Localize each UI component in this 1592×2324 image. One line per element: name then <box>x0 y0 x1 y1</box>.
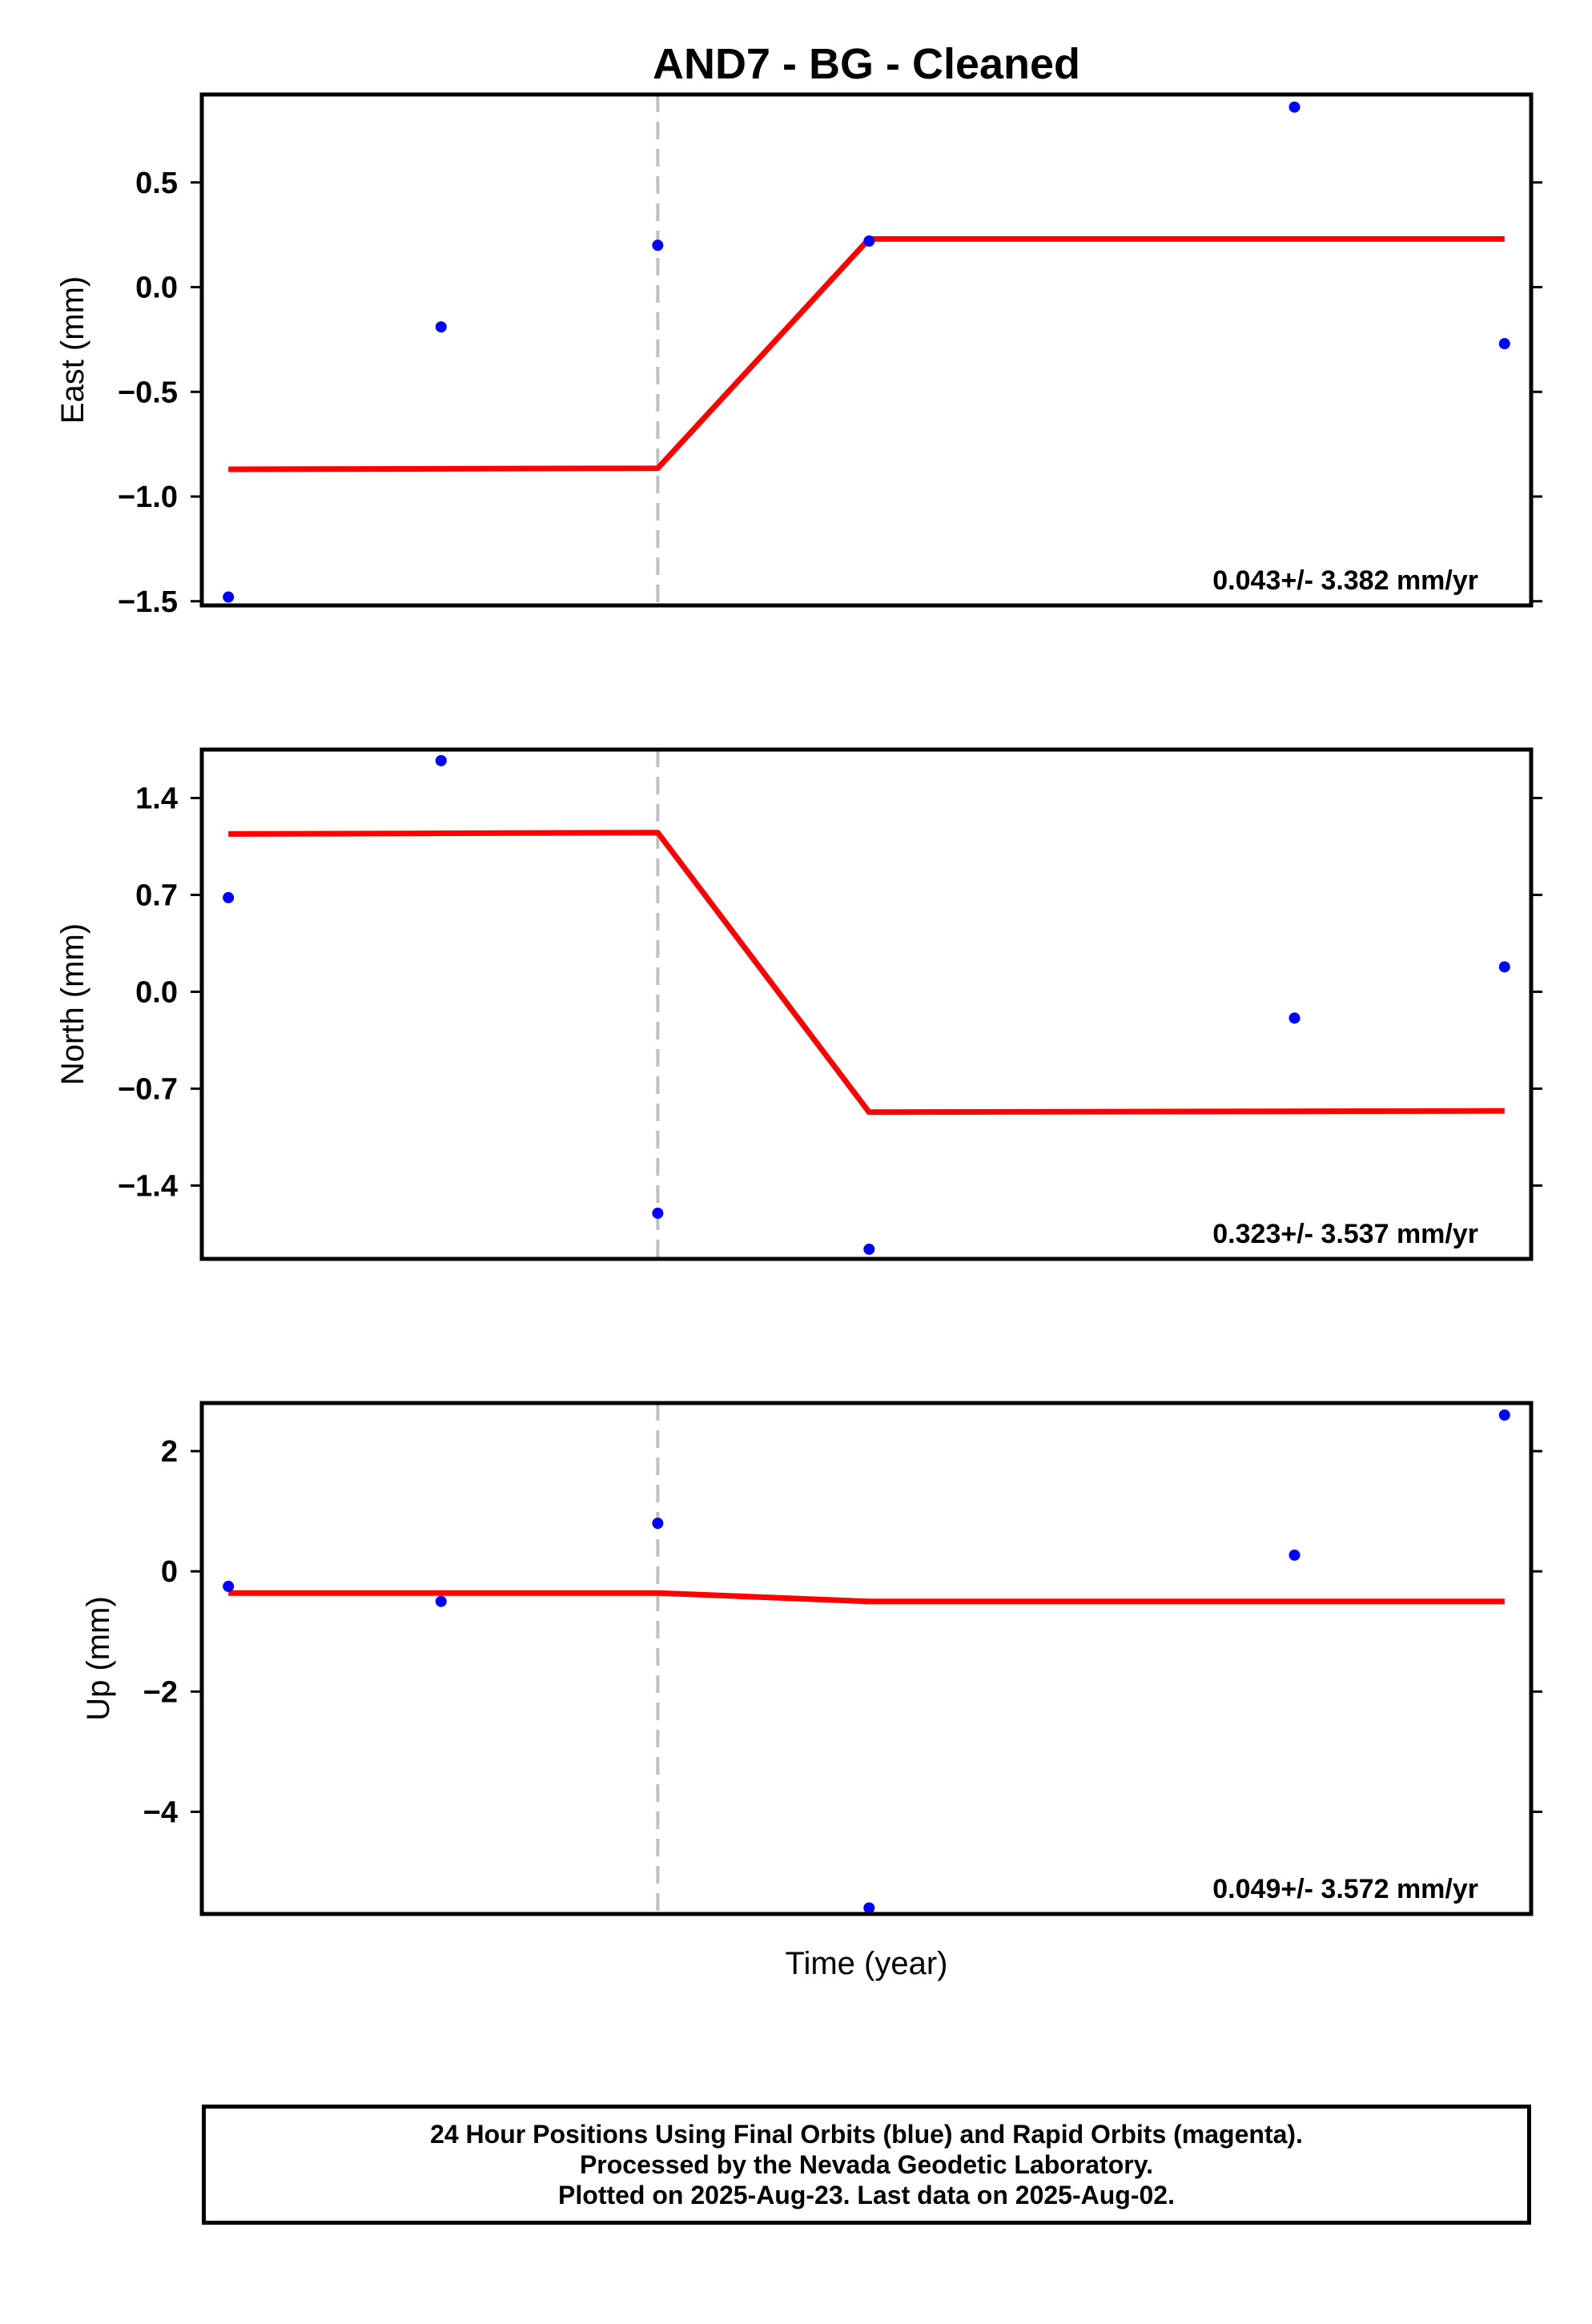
plot-frame <box>199 747 1534 1261</box>
data-point <box>652 1518 664 1530</box>
y-tick-label: 0.0 <box>135 975 178 1009</box>
footer-box: 24 Hour Positions Using Final Orbits (bl… <box>202 2105 1531 2225</box>
rate-label: 0.323+/- 3.537 mm/yr <box>1212 1219 1478 1249</box>
plot-frame <box>199 92 1534 608</box>
y-tick-label: −0.5 <box>118 376 178 409</box>
data-point <box>1288 1012 1301 1024</box>
fit-line <box>228 830 1505 1116</box>
y-axis-label: North (mm) <box>55 923 90 1085</box>
data-point <box>1498 338 1510 350</box>
data-point <box>1498 961 1510 973</box>
y-tick-label: 0.0 <box>135 271 178 305</box>
data-point <box>1288 1549 1301 1561</box>
fit-line <box>228 1590 1505 1605</box>
data-point <box>223 591 235 603</box>
data-point <box>1498 1409 1510 1421</box>
y-axis-label: East (mm) <box>55 276 90 424</box>
y-tick-label: −2 <box>143 1675 178 1709</box>
footer-line-1: 24 Hour Positions Using Final Orbits (bl… <box>430 2120 1303 2149</box>
footer-line-2: Processed by the Nevada Geodetic Laborat… <box>579 2150 1154 2179</box>
y-tick-label: 2 <box>161 1435 178 1469</box>
y-tick-label: 0.5 <box>135 167 178 200</box>
data-point <box>863 1902 875 1914</box>
fit-line <box>228 235 1505 472</box>
data-point <box>652 1207 664 1219</box>
data-point <box>863 235 875 247</box>
panel-east: 0.5 0.0 −0.5 −1.0 −1.5 East (mm) 0.043+/- 3.38… <box>55 92 1542 619</box>
panel-up: 2 0 −2 −4 Up (mm) 0.049+/- 3.572 mm/yr <box>81 1401 1542 1916</box>
y-axis-label: Up (mm) <box>81 1596 116 1721</box>
rate-label: 0.049+/- 3.572 mm/yr <box>1212 1874 1478 1904</box>
data-point <box>435 321 447 333</box>
chart-title: AND7 - BG - Cleaned <box>653 40 1080 88</box>
y-tick-label: −4 <box>143 1795 178 1829</box>
plot-frame <box>199 1401 1534 1916</box>
data-point <box>223 1580 235 1592</box>
data-point <box>223 891 235 903</box>
rate-label: 0.043+/- 3.382 mm/yr <box>1212 565 1478 596</box>
footer-line-3: Plotted on 2025-Aug-23. Last data on 202… <box>558 2181 1175 2209</box>
x-axis-label: Time (year) <box>786 1946 948 1981</box>
panel-north: 1.4 0.7 0.0 −0.7 −1.4 North (mm) 0.323+/- 3.53… <box>55 747 1542 1261</box>
y-tick-label: 0 <box>161 1555 178 1589</box>
y-tick-label: 0.7 <box>135 879 178 912</box>
data-point <box>652 239 664 251</box>
data-point <box>435 754 447 766</box>
data-point <box>863 1243 875 1255</box>
y-tick-label: −0.7 <box>118 1072 178 1106</box>
y-tick-label: −1.0 <box>118 480 178 514</box>
y-tick-label: −1.4 <box>118 1169 178 1203</box>
y-tick-label: −1.5 <box>118 585 178 619</box>
data-point <box>1288 101 1301 113</box>
y-tick-label: 1.4 <box>135 782 178 815</box>
data-point <box>435 1595 447 1607</box>
